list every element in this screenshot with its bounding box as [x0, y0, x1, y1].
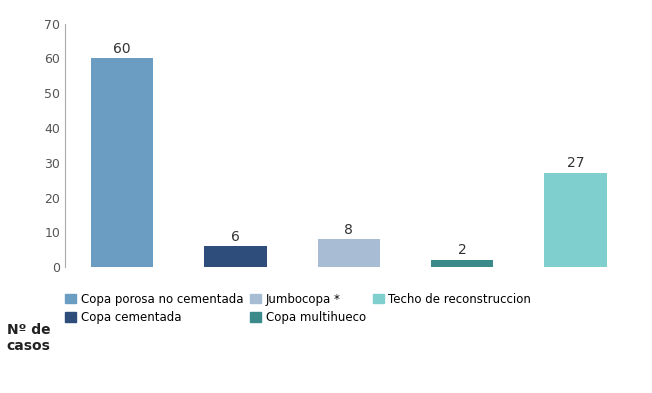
Text: 2: 2 [458, 244, 467, 257]
Bar [431, 260, 494, 267]
Text: Nº de
casos: Nº de casos [7, 323, 50, 353]
Legend: Copa porosa no cementada, Copa cementada, Jumbocopa *, Copa multihueco, Techo de: Copa porosa no cementada, Copa cementada… [65, 293, 531, 324]
Text: 27: 27 [567, 156, 584, 171]
Bar [204, 246, 267, 267]
Text: 8: 8 [344, 222, 353, 237]
Bar [544, 173, 606, 267]
Bar [318, 239, 380, 267]
Text: 60: 60 [113, 42, 131, 55]
Text: 6: 6 [231, 230, 240, 244]
Bar [91, 59, 153, 267]
